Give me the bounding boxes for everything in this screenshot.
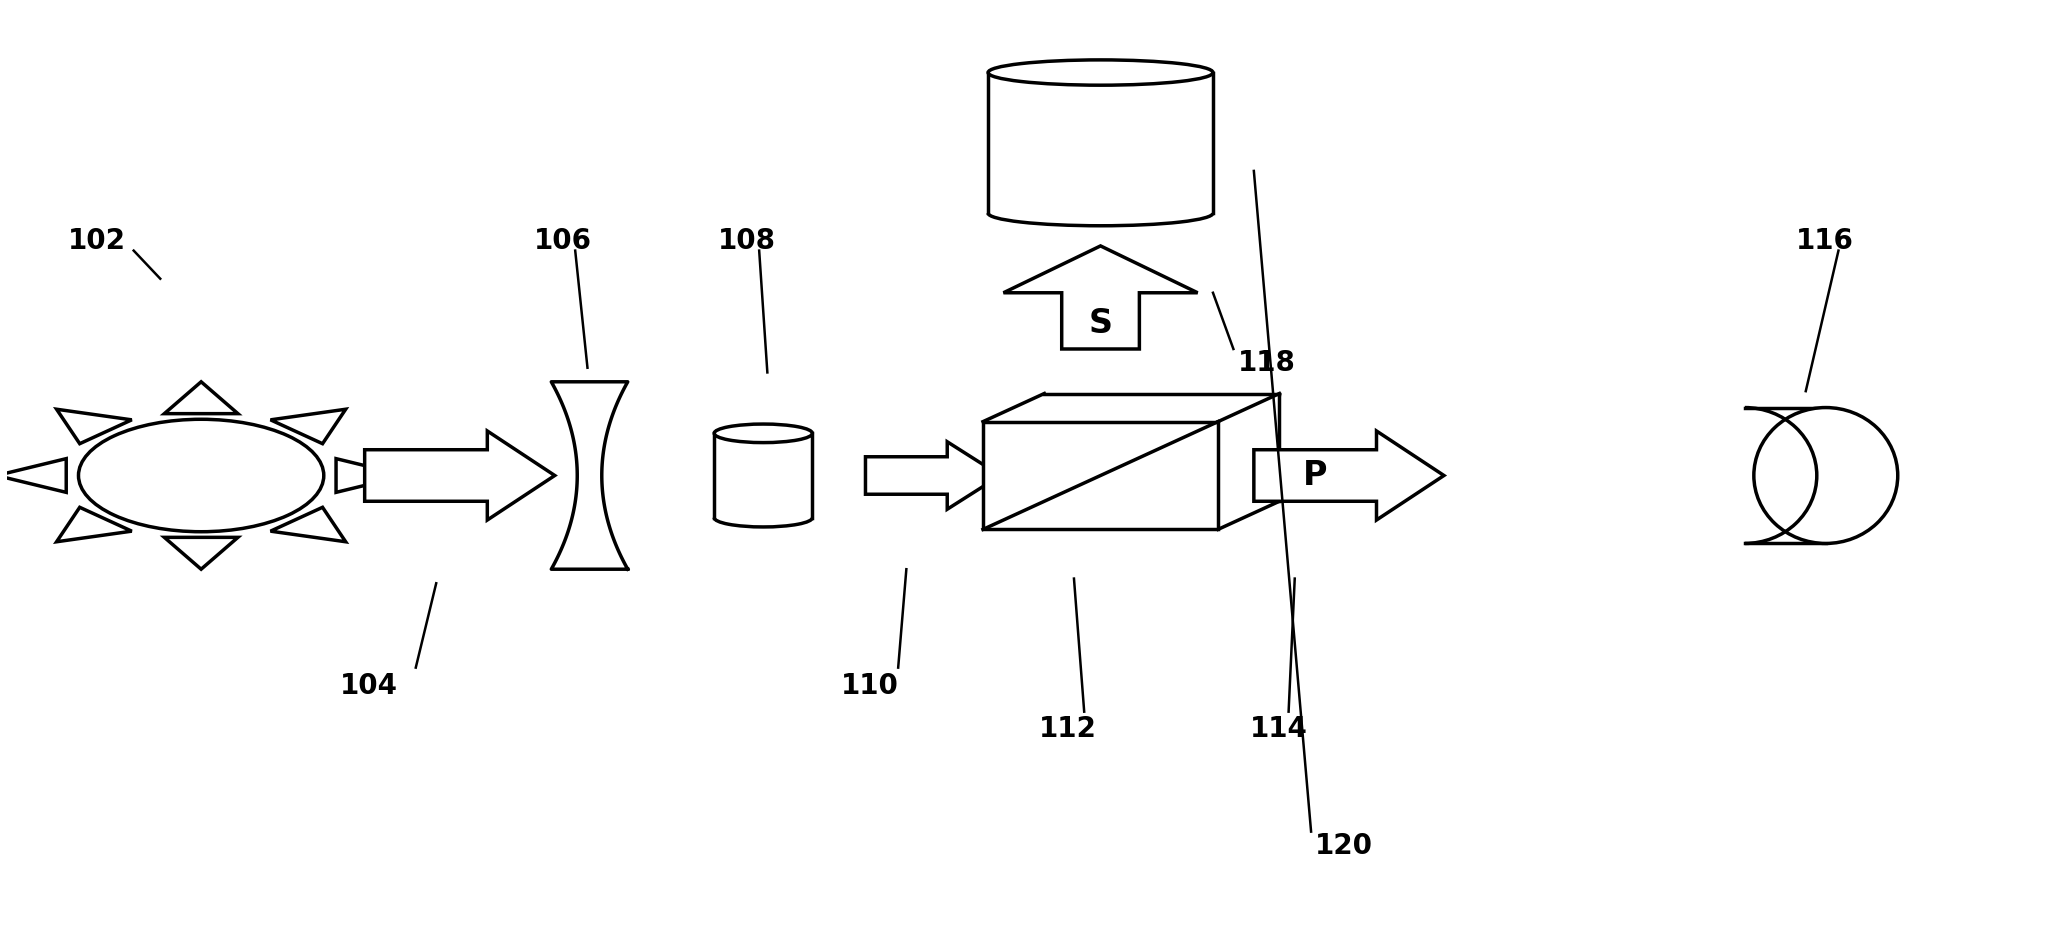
- Ellipse shape: [1753, 408, 1897, 543]
- Text: 114: 114: [1249, 714, 1307, 743]
- Polygon shape: [1253, 431, 1445, 520]
- Text: 104: 104: [340, 672, 397, 700]
- Polygon shape: [1004, 246, 1198, 349]
- Polygon shape: [364, 431, 556, 520]
- Ellipse shape: [988, 60, 1212, 86]
- Text: 108: 108: [718, 227, 776, 255]
- Bar: [984, 421, 1218, 530]
- Polygon shape: [866, 442, 1000, 509]
- Text: 112: 112: [1039, 714, 1097, 743]
- Text: 120: 120: [1315, 832, 1373, 860]
- Text: S: S: [1089, 307, 1113, 340]
- Text: P: P: [1303, 459, 1327, 492]
- Text: 102: 102: [68, 227, 126, 255]
- Text: 106: 106: [535, 227, 593, 255]
- Ellipse shape: [714, 424, 813, 442]
- Text: 110: 110: [842, 672, 899, 700]
- Text: 116: 116: [1795, 227, 1854, 255]
- Text: 118: 118: [1237, 349, 1294, 377]
